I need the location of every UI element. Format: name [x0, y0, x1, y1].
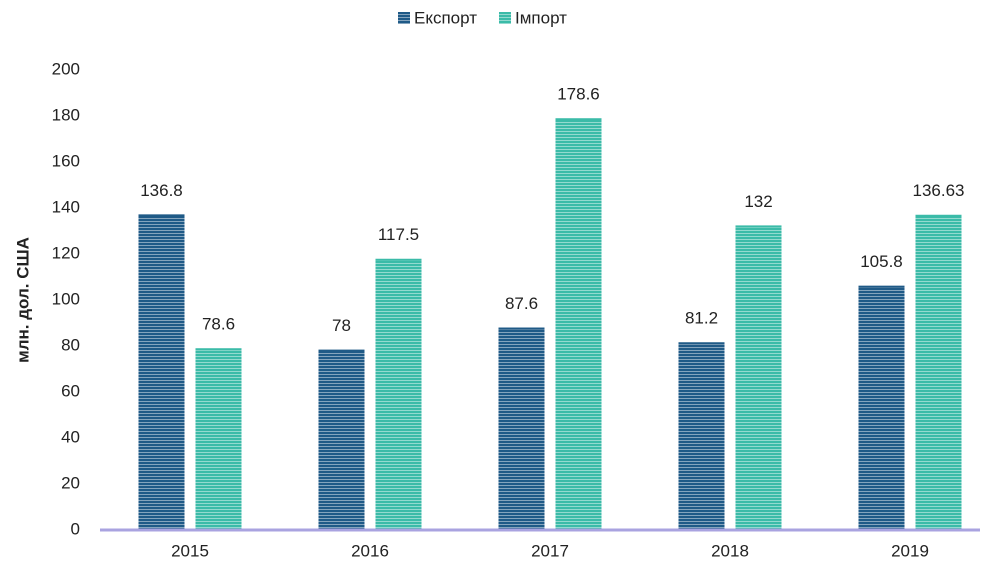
data-label: 78: [332, 316, 351, 335]
bar: [195, 349, 242, 530]
data-label: 132: [744, 192, 772, 211]
data-label: 178.6: [557, 85, 600, 104]
bar-top: [858, 285, 905, 288]
legend-swatch: [499, 12, 511, 24]
data-label: 78.6: [202, 315, 235, 334]
bar-top: [498, 327, 545, 330]
bar: [915, 215, 962, 530]
legend-swatch: [398, 12, 410, 24]
legend-label: Імпорт: [515, 8, 567, 27]
data-label: 136.63: [913, 181, 965, 200]
legend-label: Експорт: [414, 8, 477, 27]
x-tick-label: 2019: [891, 541, 929, 560]
bar-top: [915, 214, 962, 217]
y-tick-label: 40: [61, 427, 80, 446]
data-label: 81.2: [685, 309, 718, 328]
y-tick-label: 200: [52, 59, 80, 78]
bar: [375, 259, 422, 530]
bar-top: [195, 348, 242, 351]
x-tick-label: 2017: [531, 541, 569, 560]
x-tick-label: 2018: [711, 541, 749, 560]
bar-top: [318, 349, 365, 352]
data-label: 136.8: [140, 181, 183, 200]
bar-top: [138, 214, 185, 217]
y-tick-label: 160: [52, 151, 80, 170]
bar: [138, 215, 185, 531]
data-label: 105.8: [860, 252, 903, 271]
y-tick-label: 100: [52, 289, 80, 308]
y-tick-label: 60: [61, 381, 80, 400]
bar: [555, 119, 602, 530]
bar: [858, 286, 905, 530]
bar: [735, 226, 782, 530]
bar: [678, 343, 725, 530]
x-tick-label: 2015: [171, 541, 209, 560]
x-tick-label: 2016: [351, 541, 389, 560]
y-axis-label: млн. дол. США: [13, 237, 32, 363]
y-tick-label: 120: [52, 243, 80, 262]
data-label: 117.5: [378, 225, 419, 244]
y-tick-label: 180: [52, 105, 80, 124]
bar-top: [555, 118, 602, 121]
y-tick-label: 80: [61, 335, 80, 354]
y-tick-label: 0: [71, 519, 80, 538]
y-tick-label: 20: [61, 473, 80, 492]
bar-top: [735, 225, 782, 228]
data-label: 87.6: [505, 294, 538, 313]
bar-top: [678, 342, 725, 345]
bar: [498, 328, 545, 530]
bar: [318, 350, 365, 530]
legend: Експорт Імпорт: [398, 8, 567, 27]
bar-top: [375, 258, 422, 261]
y-tick-label: 140: [52, 197, 80, 216]
